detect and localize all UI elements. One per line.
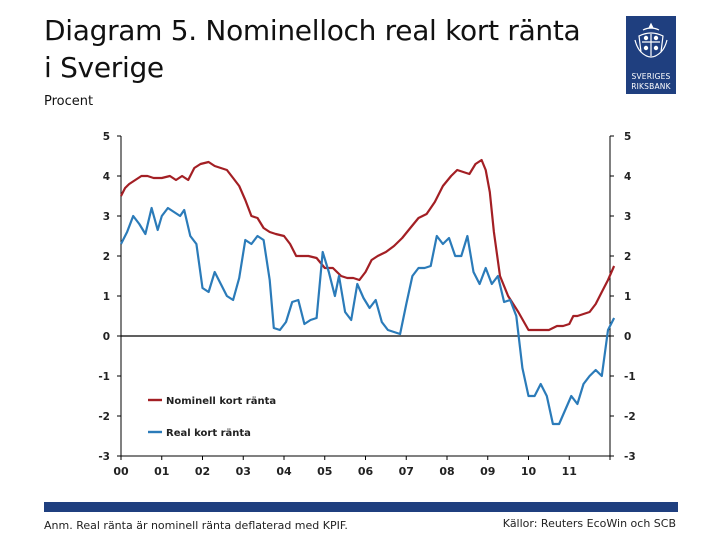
x-tick-label: 02 — [195, 465, 210, 478]
y-tick-label-right: 1 — [624, 291, 631, 303]
x-tick-label: 11 — [562, 465, 577, 478]
y-tick-label-right: 0 — [624, 331, 631, 343]
legend-label-nominal: Nominell kort ränta — [166, 396, 276, 407]
y-tick-label-right: 4 — [624, 171, 631, 183]
y-tick-label-left: 2 — [103, 251, 110, 263]
x-tick-label: 03 — [236, 465, 251, 478]
chart: 5 54 43 32 21 10 0-1 -1-2 -2-3 -300 01 02 03 04 05 06 07… — [98, 131, 636, 478]
x-tick-label: 00 — [113, 465, 129, 478]
title-line-1: Diagram 5. Nominelloch real kort ränta — [44, 14, 581, 47]
legend-label-real: Real kort ränta — [166, 428, 251, 439]
x-tick-label: 01 — [154, 465, 169, 478]
y-tick-label-left: 5 — [103, 131, 110, 143]
x-tick-label: 10 — [521, 465, 537, 478]
riksbank-logo: SVERIGES RIKSBANK — [626, 16, 676, 94]
y-tick-label-right: -1 — [624, 371, 636, 383]
x-tick-label: 05 — [317, 465, 332, 478]
x-tick-label: 09 — [480, 465, 495, 478]
logo-text-2: RIKSBANK — [631, 82, 671, 91]
footer-bar — [44, 502, 678, 512]
footnote: Anm. Real ränta är nominell ränta deflat… — [44, 519, 348, 532]
page-title: Diagram 5. Nominelloch real kort ränta i… — [44, 12, 581, 86]
x-tick-label: 06 — [358, 465, 374, 478]
y-tick-label-right: 3 — [624, 211, 631, 223]
y-tick-label-right: 5 — [624, 131, 631, 143]
y-tick-label-right: -3 — [624, 451, 636, 463]
x-tick-label: 08 — [439, 465, 454, 478]
y-tick-label-left: -3 — [98, 451, 110, 463]
series-line-nominal — [120, 158, 616, 332]
x-tick-label: 04 — [276, 465, 292, 478]
y-tick-label-left: -2 — [98, 411, 110, 423]
y-tick-label-left: 0 — [103, 331, 110, 343]
y-tick-label-right: -2 — [624, 411, 636, 423]
y-tick-label-left: 3 — [103, 211, 110, 223]
crest-icon — [634, 22, 668, 58]
y-tick-label-left: 4 — [103, 171, 110, 183]
title-line-2: i Sverige — [44, 51, 164, 84]
x-tick-label: 07 — [399, 465, 414, 478]
y-tick-label-left: -1 — [98, 371, 110, 383]
logo-text-1: SVERIGES — [631, 72, 671, 81]
series-line-real — [120, 206, 616, 426]
y-tick-label-right: 2 — [624, 251, 631, 263]
y-tick-label-left: 1 — [103, 291, 110, 303]
source-note: Källor: Reuters EcoWin och SCB — [502, 517, 676, 530]
y-unit-label: Procent — [44, 94, 94, 109]
